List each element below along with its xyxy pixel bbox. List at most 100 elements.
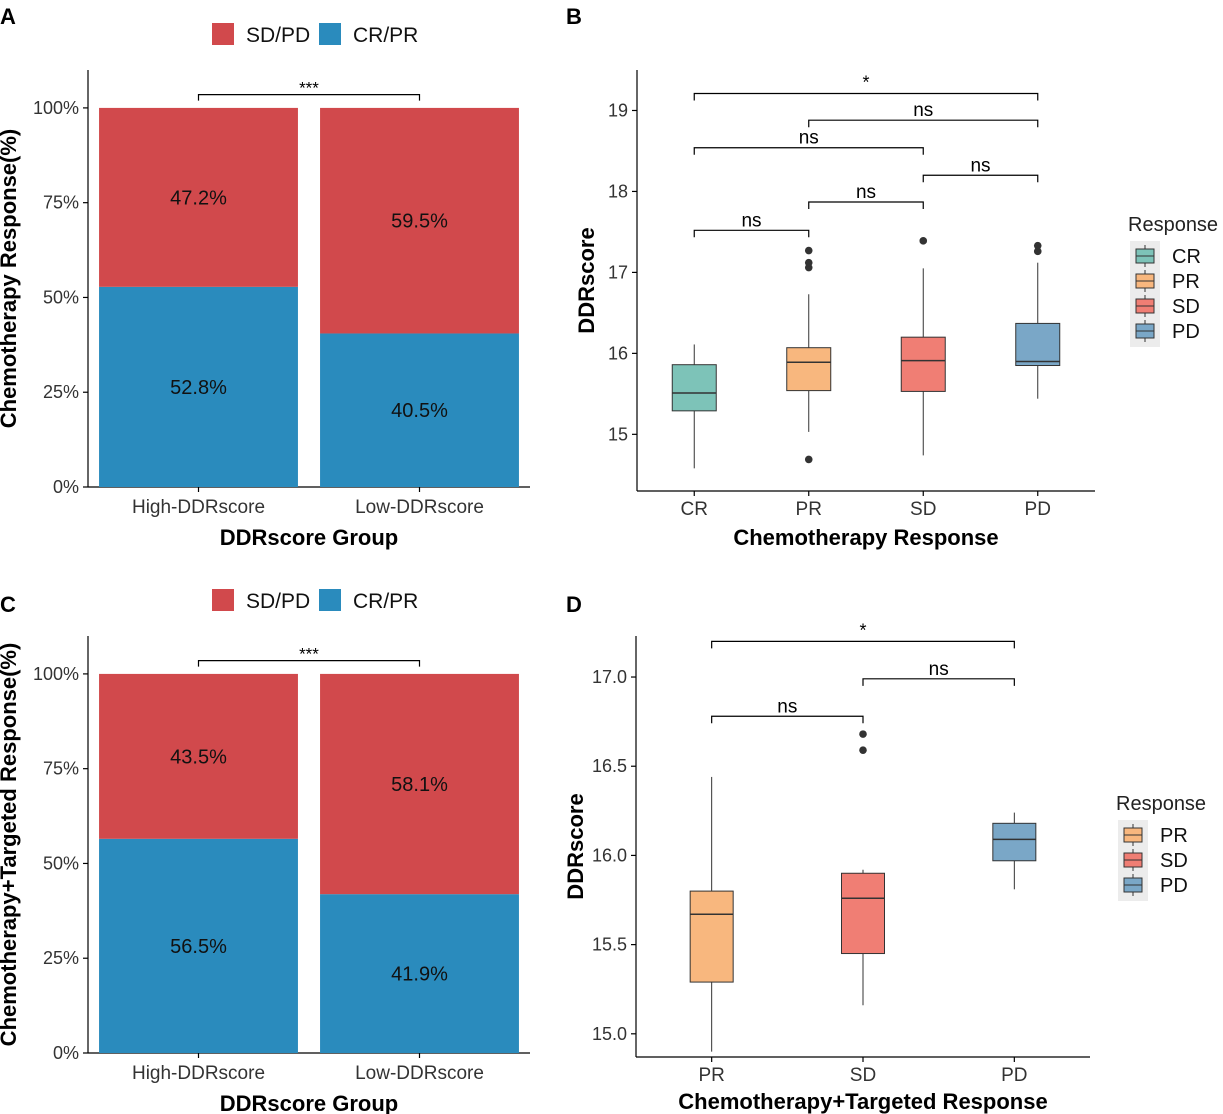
y-tick-label: 15 <box>608 424 628 444</box>
x-axis-title: Chemotherapy+Targeted Response <box>678 1089 1047 1114</box>
y-tick-label: 0% <box>53 1043 79 1063</box>
significance-label: ns <box>929 659 949 680</box>
y-tick-label: 15.0 <box>592 1024 627 1044</box>
x-axis-title: DDRscore Group <box>220 525 398 550</box>
bar-crpr <box>320 333 519 487</box>
y-tick-label: 100% <box>33 664 79 684</box>
panel-label-c: C <box>0 592 16 617</box>
significance-bracket <box>808 119 1039 128</box>
legend-label: SD <box>1160 850 1188 872</box>
data-label: 40.5% <box>391 400 448 422</box>
y-tick-label: 16 <box>608 343 628 363</box>
panel-label-d: D <box>566 592 582 617</box>
outlier-point <box>804 455 813 464</box>
y-tick-label: 18 <box>608 181 628 201</box>
y-axis-title: DDRscore <box>574 227 599 333</box>
significance-bracket <box>693 229 810 238</box>
y-tick-label: 15.5 <box>592 935 627 955</box>
legend-label: CR <box>1172 246 1201 268</box>
x-tick-label: PR <box>796 499 822 520</box>
outlier-point <box>859 730 867 738</box>
x-tick-label: PD <box>1025 499 1051 520</box>
bar-sdpd <box>99 107 298 287</box>
x-tick-label: High-DDRscore <box>132 497 265 518</box>
x-tick-label: CR <box>681 499 708 520</box>
y-tick-label: 75% <box>43 759 79 779</box>
outlier-point <box>1033 247 1042 256</box>
significance-label: ns <box>741 210 761 231</box>
box-sd <box>841 872 885 955</box>
panel-a-chart: 0% 25% 50% 75% 100% 52.8% 47.2% High-DDRscore 40… <box>0 23 530 550</box>
x-tick-label: SD <box>910 499 936 520</box>
box-pr <box>689 890 734 983</box>
y-tick-label: 25% <box>43 382 79 402</box>
y-tick-label: 16.0 <box>592 845 627 865</box>
legend-label: SD/PD <box>246 24 310 47</box>
legend-title: Response <box>1116 793 1206 815</box>
legend-label: PD <box>1160 875 1188 897</box>
y-tick-label: 50% <box>43 853 79 873</box>
legend-label: SD/PD <box>246 590 310 613</box>
box-pr <box>786 347 832 392</box>
legend-title: Response <box>1128 214 1218 236</box>
y-tick-label: 50% <box>43 287 79 307</box>
significance-bracket <box>197 94 421 101</box>
legend-swatch-crpr <box>319 23 341 45</box>
data-label: 59.5% <box>391 211 448 233</box>
significance-label: *** <box>299 645 319 664</box>
significance-bracket <box>922 174 1039 183</box>
panel-label-b: B <box>566 4 582 29</box>
significance-bracket <box>808 201 924 209</box>
x-tick-label: Low-DDRscore <box>355 1063 484 1084</box>
box-cr <box>671 364 717 412</box>
legend-label: SD <box>1172 296 1200 318</box>
y-tick-label: 16.5 <box>592 756 627 776</box>
significance-label: ns <box>856 182 876 203</box>
data-label: 41.9% <box>391 964 448 986</box>
x-tick-label: PD <box>1001 1065 1027 1086</box>
x-axis-title: DDRscore Group <box>220 1091 398 1114</box>
outlier-point <box>804 246 813 255</box>
y-tick-label: 17 <box>608 262 628 282</box>
data-label: 52.8% <box>170 377 227 399</box>
y-axis-title: Chemotherapy Response(%) <box>0 129 21 429</box>
x-tick-label: PR <box>698 1065 724 1086</box>
data-label: 58.1% <box>391 774 448 796</box>
x-tick-label: Low-DDRscore <box>355 497 484 518</box>
legend-label: PR <box>1172 271 1200 293</box>
y-tick-label: 0% <box>53 477 79 497</box>
significance-label: ns <box>913 100 933 121</box>
outlier-point <box>1033 241 1042 250</box>
bar-sdpd <box>99 673 298 839</box>
significance-label: ns <box>970 155 990 176</box>
significance-bracket <box>711 640 1015 649</box>
significance-label: ns <box>777 696 797 717</box>
x-tick-label: SD <box>850 1065 876 1086</box>
data-label: 56.5% <box>170 936 227 958</box>
significance-bracket <box>862 678 1015 686</box>
y-axis-title: DDRscore <box>563 793 588 899</box>
y-tick-label: 19 <box>608 100 628 120</box>
box-pd <box>992 822 1037 862</box>
significance-label: ns <box>799 128 819 149</box>
outlier-point <box>804 258 813 267</box>
data-label: 47.2% <box>170 187 227 209</box>
x-axis-title: Chemotherapy Response <box>733 525 998 550</box>
panel-label-a: A <box>0 4 16 29</box>
legend-swatch-sdpd <box>212 589 234 611</box>
panel-c-chart: 0% 25% 50% 75% 100% 56.5% 43.5% High-DDRscore 41… <box>0 589 530 1114</box>
significance-bracket <box>693 92 1039 101</box>
y-tick-label: 25% <box>43 948 79 968</box>
y-tick-label: 17.0 <box>592 667 627 687</box>
y-tick-label: 100% <box>33 98 79 118</box>
outlier-point <box>859 746 867 754</box>
panel-d-chart: 15.0 15.5 16.0 16.5 17.0 PR SD PD ns ns * Chemother… <box>563 620 1206 1114</box>
bar-crpr <box>99 286 298 487</box>
outlier-point <box>919 237 928 245</box>
significance-label: * <box>859 620 866 640</box>
legend-swatch-sdpd <box>212 23 234 45</box>
box-pd <box>1015 322 1061 367</box>
bar-sdpd <box>320 673 519 895</box>
significance-bracket <box>711 715 864 724</box>
bar-crpr <box>320 894 519 1053</box>
